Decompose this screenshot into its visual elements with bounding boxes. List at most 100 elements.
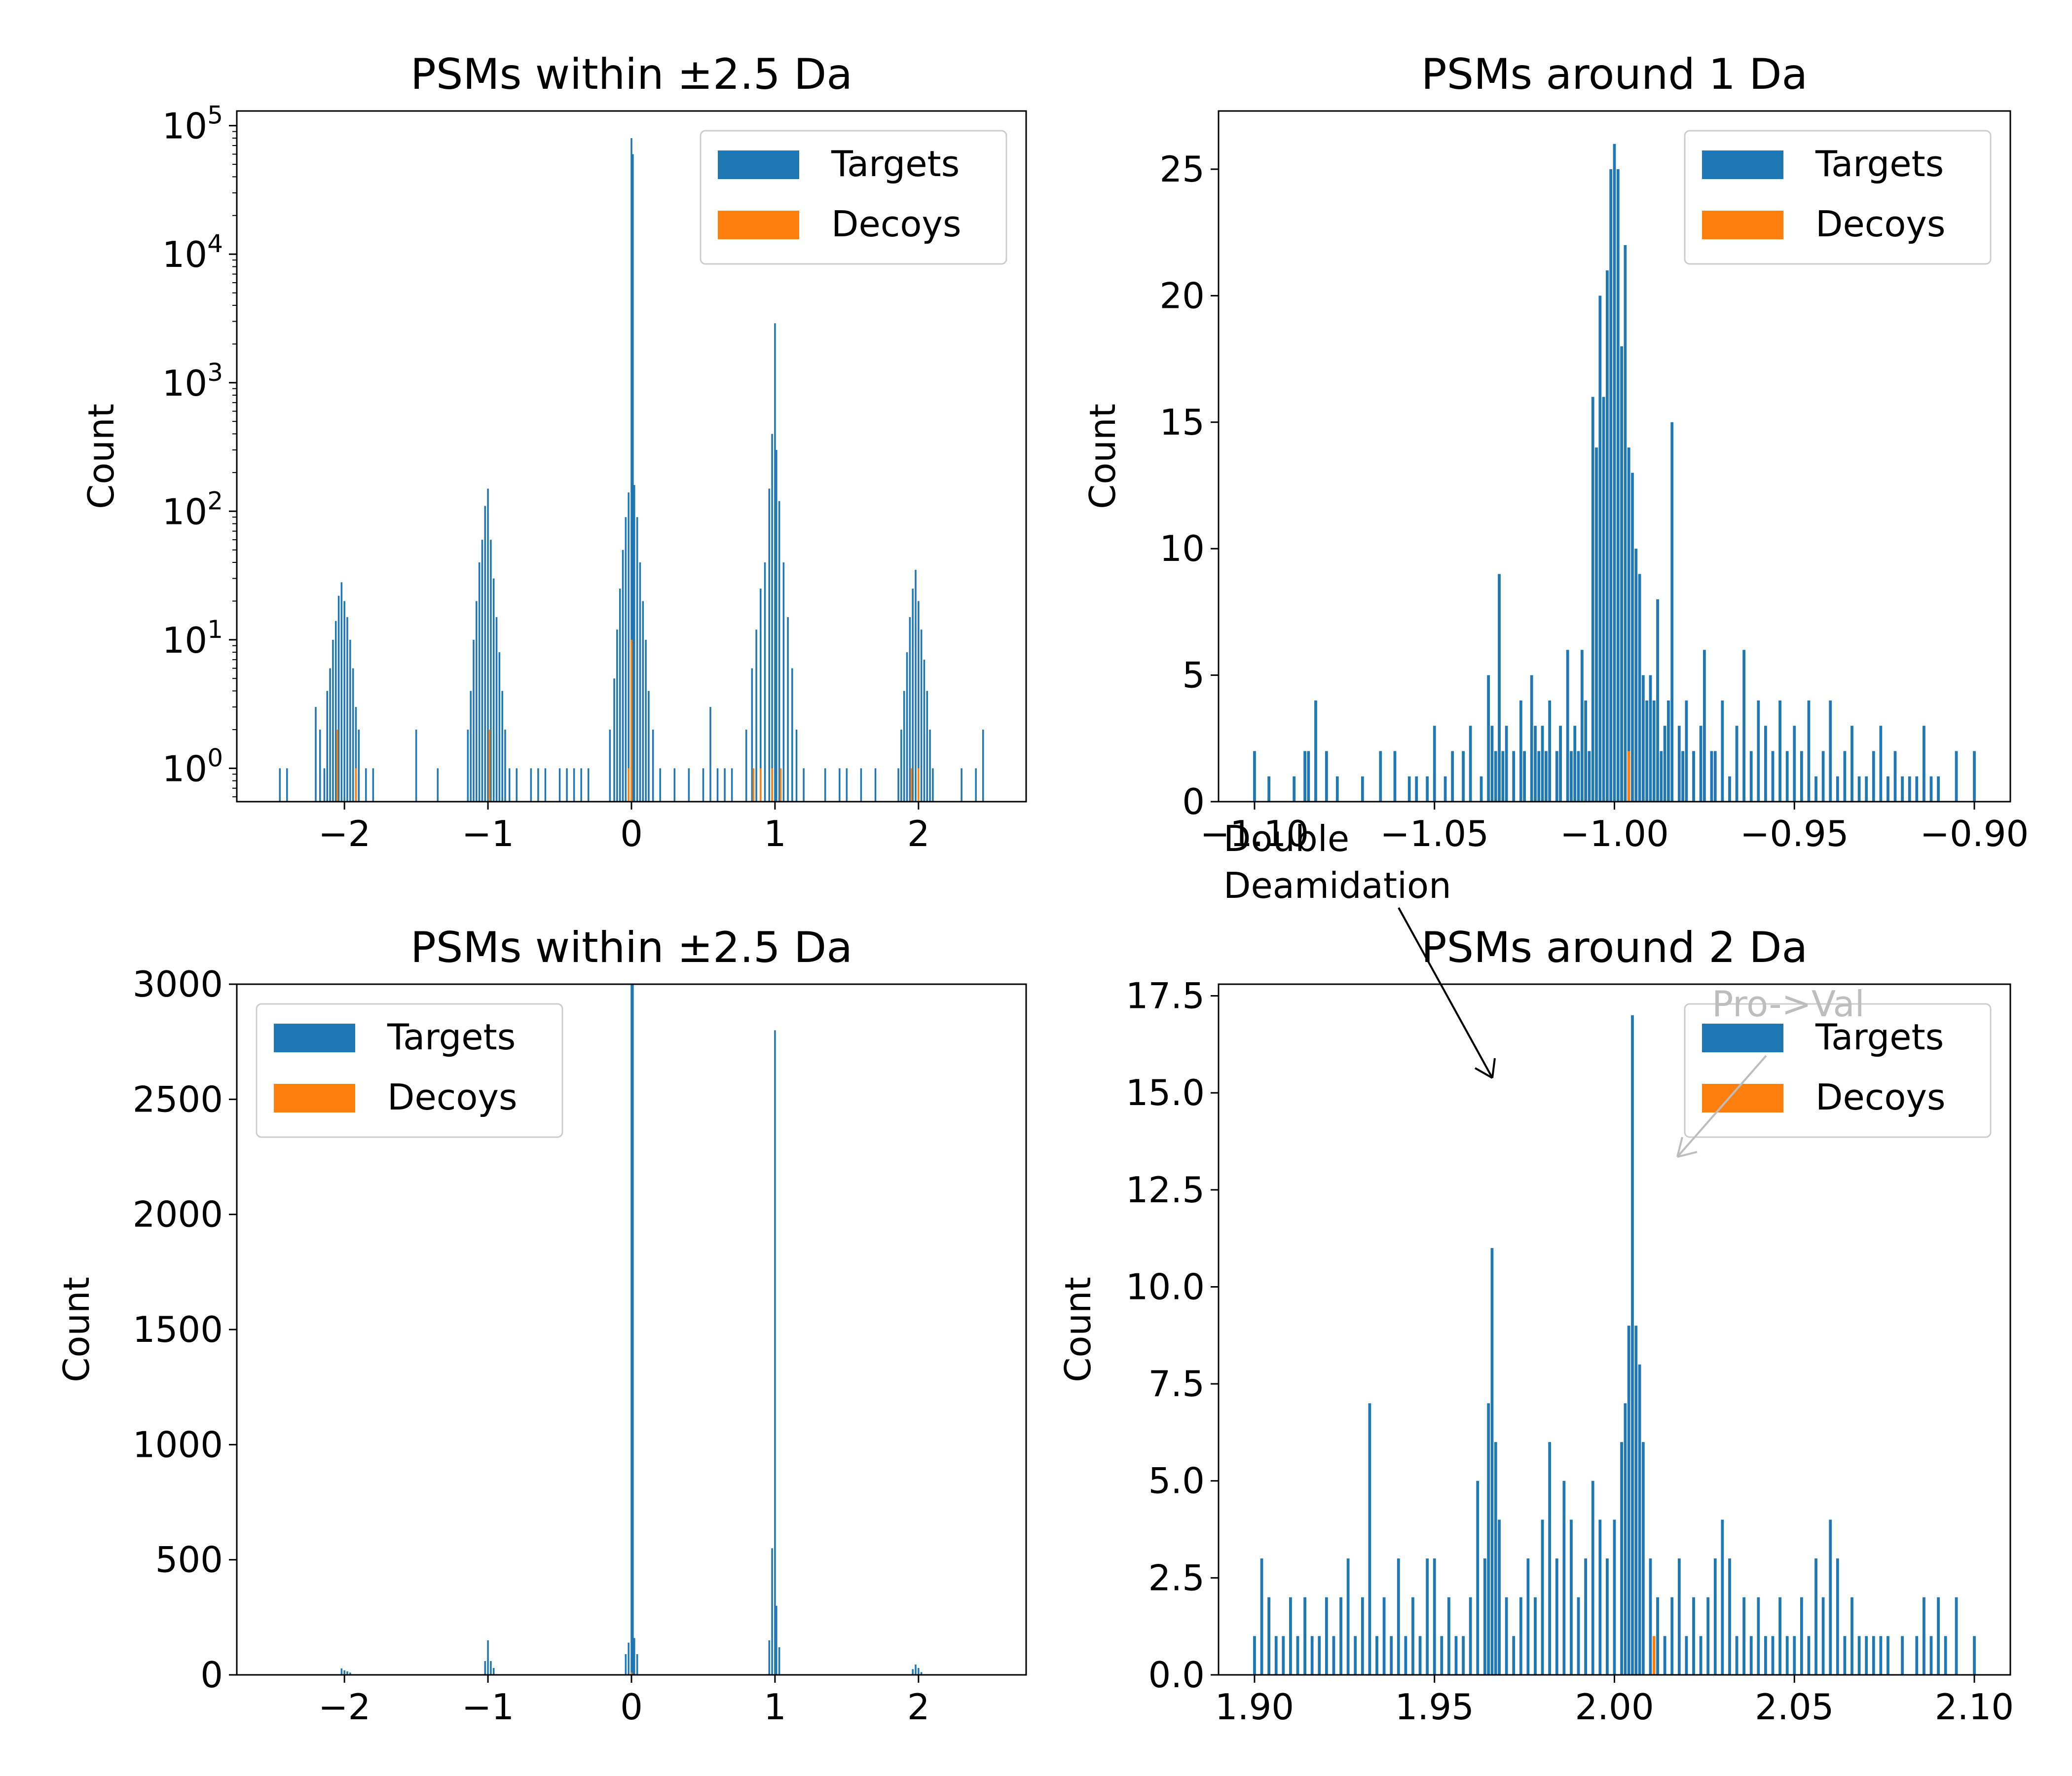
bar-targets-85 [839,768,841,802]
legend-swatch-targets [718,150,799,179]
bar-targets-33 [1544,751,1548,802]
bar-targets-106 [1955,751,1958,802]
bar-targets-75 [1721,700,1724,802]
y-tick-base: 10 [162,363,208,404]
bar-targets-91 [1872,1636,1875,1675]
bar-targets-55 [1631,473,1634,802]
bar-targets-88 [1814,776,1817,802]
bar-targets-35 [1555,751,1558,802]
bar-targets-3 [1274,1636,1278,1675]
bar-targets-34 [1548,700,1552,802]
bar-targets-66 [1670,422,1674,802]
bar-decoys-1 [355,768,357,802]
bar-targets-103 [975,768,977,802]
legend-label-decoys: Decoys [1815,203,1946,245]
bar-targets-19 [1390,1636,1393,1675]
legend-label-decoys: Decoys [831,203,962,245]
bar-targets-36 [1498,1519,1501,1675]
bar-targets-30 [492,578,495,802]
legend-swatch-decoys [1702,1084,1783,1112]
bar-targets-17 [365,768,367,802]
plot-area [340,984,923,1675]
bar-targets-101 [1973,1636,1976,1675]
y-axis-label: Count [1082,404,1123,509]
chart-title: PSMs around 1 Da [1421,50,1808,99]
bar-targets-16 [358,729,360,802]
bar-targets-53 [1620,1442,1623,1675]
bar-targets-7 [1303,1597,1306,1675]
bar-targets-13 [1346,1558,1350,1675]
bar-targets-49 [622,550,624,802]
bar-targets-46 [1598,296,1602,802]
bar-targets-77 [1771,1636,1775,1675]
arrow-head [1676,1137,1698,1158]
bar-targets-20 [1487,675,1490,802]
bar-targets-39 [544,768,547,802]
x-tick-label: −0.90 [1920,813,2029,854]
bar-targets-93 [1850,726,1853,802]
bar-targets-15 [1443,776,1447,802]
bar-targets-20 [915,1665,917,1675]
bar-targets-78 [778,501,780,802]
bar-targets-25 [478,562,481,802]
bar-targets-9 [337,595,340,802]
bar-targets-71 [1728,1558,1731,1675]
bar-targets-21 [1404,1636,1407,1675]
plot-area [1253,1015,1976,1675]
bar-targets-91 [1836,776,1839,802]
bar-targets-58 [1638,1364,1641,1675]
bar-targets-0 [340,1668,343,1675]
bar-targets-10 [1325,1597,1328,1675]
bar-targets-48 [1606,270,1609,802]
x-tick-label: 0 [620,813,643,854]
bar-targets-5 [1314,700,1317,802]
bar-targets-86 [1836,1558,1839,1675]
chart-title: PSMs within ±2.5 Da [410,50,852,99]
bar-targets-13 [636,1654,638,1675]
bar-targets-84 [1785,751,1789,802]
bar-targets-27 [1519,700,1522,802]
chart-title: PSMs around 2 Da [1421,923,1808,972]
y-tick-label: 2000 [133,1194,223,1235]
bar-targets-22 [1494,751,1497,802]
bar-targets-79 [782,562,785,802]
bar-targets-4 [1282,1636,1285,1675]
bar-targets-8 [334,621,337,802]
bar-targets-2 [1293,776,1296,802]
chart-panel-4: 1.90 1.95 2.00 2.05 2.10 0.0 2.5 5.0 7.5 10.0 12.5… [1057,923,2014,1728]
bar-targets-89 [897,768,899,802]
bar-targets-32 [498,652,501,802]
annotation-line: Pro->Val [1712,983,1865,1025]
legend: Targets Decoys [256,1003,563,1138]
bar-targets-35 [1494,1442,1497,1675]
bar-targets-52 [630,138,632,802]
bar-targets-49 [1591,1480,1594,1675]
bar-targets-57 [1634,1326,1638,1675]
bar-targets-78 [1742,650,1746,802]
bar-targets-29 [1530,675,1533,802]
bar-targets-8 [625,1654,627,1675]
bar-targets-84 [1821,1597,1825,1675]
bar-targets-45 [1595,447,1598,802]
bar-targets-32 [1483,1558,1486,1675]
bar-targets-37 [1505,1597,1508,1675]
bar-targets-53 [1624,245,1627,802]
bar-targets-72 [1702,650,1706,802]
bar-targets-79 [1785,1636,1789,1675]
bar-targets-31 [1476,1480,1480,1675]
bar-targets-59 [1641,1442,1645,1675]
bar-targets-59 [648,691,650,802]
y-tick-label: 104 [162,229,223,275]
bar-targets-92 [1843,751,1847,802]
bar-decoys-4 [630,639,632,802]
x-tick-label: 2 [907,1686,930,1728]
bar-targets-65 [709,707,711,802]
bar-targets-101 [932,768,934,802]
bar-targets-16 [1368,1403,1371,1675]
x-tick-label: −1 [462,813,514,854]
bar-targets-28 [1523,751,1526,802]
annotation-line: Double [1223,818,1349,859]
bar-targets-6 [329,668,331,802]
bar-decoys-0 [336,729,338,802]
